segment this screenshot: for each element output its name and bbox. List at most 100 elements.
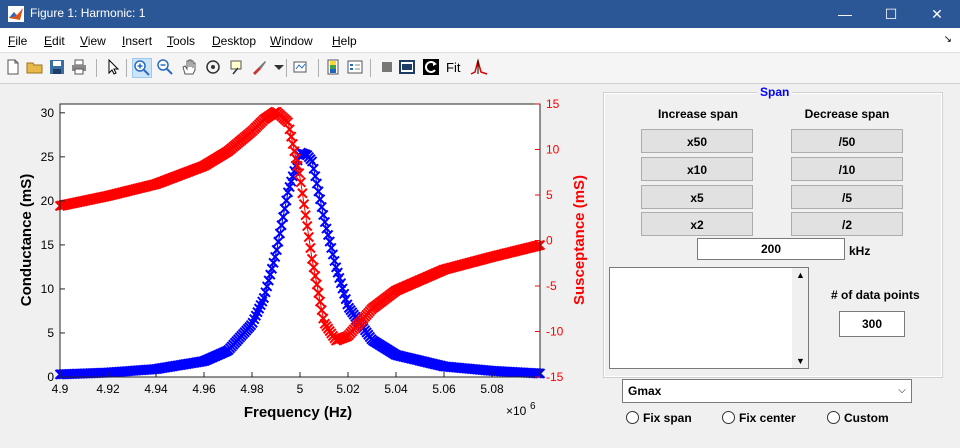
data-point-marker	[305, 242, 316, 254]
y-left-tick-label: 15	[41, 238, 55, 252]
data-point-marker	[260, 287, 271, 298]
open-folder-icon[interactable]	[26, 58, 44, 76]
data-point-marker	[277, 211, 289, 223]
y-right-axis-label: Susceptance (mS)	[571, 175, 588, 305]
menu-desktop[interactable]: Desktop	[212, 34, 257, 48]
span-x5-button[interactable]: x5	[641, 185, 753, 209]
data-point-marker	[273, 236, 284, 247]
pan-hand-icon[interactable]	[180, 58, 198, 76]
data-point-marker	[276, 220, 287, 231]
fit-icon[interactable]: Fit	[446, 60, 461, 75]
data-point-marker	[302, 220, 313, 232]
menu-file[interactable]: File	[8, 34, 28, 48]
data-points-input[interactable]: 300	[839, 311, 905, 337]
brush-icon[interactable]	[250, 58, 268, 76]
span-x10-button[interactable]: x10	[641, 157, 753, 181]
data-point-marker	[293, 167, 305, 179]
fix-span-radio[interactable]: Fix span	[626, 411, 692, 425]
menu-help[interactable]: Help	[332, 34, 357, 48]
rotate-3d-icon[interactable]	[204, 58, 222, 76]
minimize-button[interactable]: —	[838, 6, 852, 22]
brush-dropdown-icon[interactable]	[270, 58, 288, 76]
new-file-icon[interactable]	[4, 58, 22, 76]
show-plot-tools-icon[interactable]	[398, 58, 416, 76]
colorbar-icon[interactable]	[324, 58, 342, 76]
print-icon[interactable]	[70, 58, 88, 76]
data-point-marker	[313, 287, 324, 299]
data-point-marker	[314, 194, 326, 205]
menu-edit[interactable]: Edit	[44, 34, 65, 48]
maximize-button[interactable]: ☐	[884, 6, 898, 22]
x-tick-label: 4.96	[192, 382, 216, 396]
data-points-label: # of data points	[831, 288, 920, 302]
fix-center-radio[interactable]: Fix center	[722, 411, 796, 425]
mode-select[interactable]: Gmax ⌵	[622, 379, 912, 403]
hide-plot-tools-icon[interactable]	[378, 58, 396, 76]
x-tick-label: 5.04	[384, 382, 408, 396]
data-point-marker	[274, 228, 286, 239]
conductance-series	[54, 147, 546, 380]
conductance-susceptance-plot[interactable]: 4.9 4.92 4.94 4.96 4.98 5 5.02 5.04 5.06 5.08 0 5 1…	[0, 84, 600, 424]
span-div10-button[interactable]: /10	[791, 157, 903, 181]
reset-icon[interactable]	[422, 58, 440, 76]
peak-icon[interactable]	[470, 58, 488, 76]
span-div50-button[interactable]: /50	[791, 129, 903, 153]
menu-insert[interactable]: Insert	[122, 34, 153, 48]
matlab-logo-icon	[8, 6, 24, 22]
chevron-down-icon[interactable]: ⌵	[898, 385, 906, 396]
x-exponent-value: 6	[530, 401, 536, 412]
data-cursor-icon[interactable]	[228, 58, 246, 76]
susceptance-series	[54, 106, 546, 346]
x-axis-label: Frequency (Hz)	[244, 404, 352, 421]
y-right-tick-label: 10	[546, 143, 560, 157]
custom-radio[interactable]: Custom	[827, 411, 889, 425]
data-point-marker	[279, 203, 290, 214]
menu-tools[interactable]: Tools	[167, 34, 196, 48]
y-left-tick-label: 20	[41, 194, 55, 208]
link-plot-icon[interactable]	[292, 58, 310, 76]
span-x50-button[interactable]: x50	[641, 129, 753, 153]
save-icon[interactable]	[48, 58, 66, 76]
title-bar: Figure 1: Harmonic: 1 — ☐ ✕	[0, 0, 960, 28]
data-point-marker	[316, 201, 327, 213]
data-point-marker	[266, 263, 278, 274]
x-tick-label: 5.02	[336, 382, 360, 396]
data-point-marker	[306, 253, 318, 265]
x-exponent-label: ×10	[506, 404, 527, 418]
radio-circle-icon[interactable]	[722, 411, 735, 424]
scroll-up-icon[interactable]: ▲	[796, 270, 805, 280]
x-tick-label: 4.98	[240, 382, 264, 396]
zoom-out-icon[interactable]	[156, 58, 174, 76]
span-x2-button[interactable]: x2	[641, 212, 753, 236]
dock-arrow-icon[interactable]: ↘	[943, 34, 952, 45]
data-point-marker	[310, 270, 321, 282]
radio-circle-icon[interactable]	[626, 411, 639, 424]
data-point-marker	[261, 281, 273, 292]
scroll-down-icon[interactable]: ▼	[796, 356, 805, 366]
menu-window[interactable]: Window	[270, 34, 313, 48]
data-point-marker	[295, 177, 307, 188]
menu-view[interactable]: View	[80, 34, 106, 48]
close-button[interactable]: ✕	[931, 6, 943, 22]
data-point-marker	[314, 296, 326, 307]
data-point-marker	[268, 257, 279, 269]
y-left-tick-label: 25	[41, 150, 55, 164]
span-value-input[interactable]: 200	[697, 238, 845, 260]
span-div5-button[interactable]: /5	[791, 185, 903, 209]
data-point-marker	[311, 178, 323, 189]
y-left-tick-label: 10	[41, 282, 55, 296]
y-left-tick-label: 5	[47, 326, 54, 340]
span-div2-button[interactable]: /2	[791, 212, 903, 236]
output-listbox[interactable]: ▲ ▼	[609, 267, 809, 369]
legend-icon[interactable]	[346, 58, 364, 76]
data-point-marker	[533, 368, 544, 379]
listbox-scrollbar[interactable]: ▲ ▼	[792, 268, 808, 368]
y-left-tick-label: 30	[41, 106, 55, 120]
zoom-in-icon[interactable]	[132, 58, 152, 78]
radio-circle-icon[interactable]	[827, 411, 840, 424]
pointer-icon[interactable]	[104, 58, 122, 76]
y-left-axis-label: Conductance (mS)	[18, 174, 35, 307]
plot-area[interactable]	[60, 104, 540, 377]
x-tick-label: 4.9	[52, 382, 69, 396]
data-point-marker	[281, 195, 292, 206]
